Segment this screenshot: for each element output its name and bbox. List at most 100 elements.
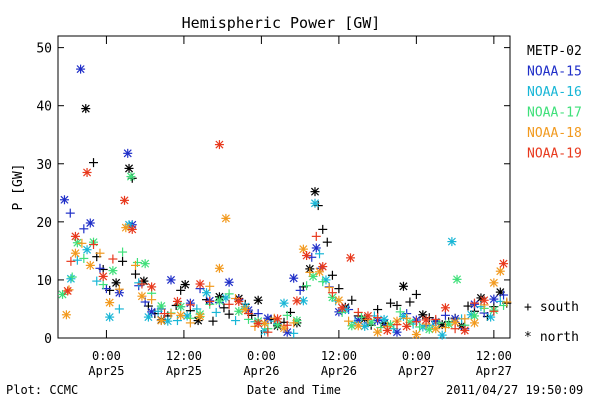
- data-point-noaa-17-south: [395, 307, 405, 317]
- data-point-noaa-19-north: [479, 295, 489, 305]
- data-point-noaa-17-north: [140, 259, 150, 269]
- data-point-noaa-19-north: [302, 251, 312, 261]
- marker-legend-label: north: [540, 330, 579, 345]
- data-point-noaa-18-south: [402, 313, 412, 323]
- data-point-noaa-18-south: [344, 316, 354, 326]
- data-point-noaa-16-north: [82, 245, 92, 255]
- legend-entry: NOAA-16: [527, 85, 582, 100]
- data-point-noaa-18-south: [147, 295, 157, 305]
- data-point-noaa-17-south: [302, 281, 312, 291]
- data-point-noaa-19-south: [185, 300, 195, 310]
- data-point-noaa-16-south: [72, 255, 82, 265]
- data-point-noaa-19-south: [160, 309, 170, 319]
- y-tick-label: 50: [36, 42, 52, 57]
- data-point-noaa-16-south: [315, 249, 325, 259]
- data-point-noaa-19-north: [499, 259, 509, 269]
- data-point-metp-02-south: [373, 305, 383, 315]
- data-point-noaa-15-north: [489, 294, 499, 304]
- x-tick-date-label: Apr26: [243, 364, 279, 378]
- data-point-noaa-18-north: [61, 310, 71, 320]
- y-tick-label: 10: [36, 274, 52, 289]
- data-point-noaa-17-south: [67, 272, 77, 282]
- data-point-noaa-18-north: [495, 266, 505, 276]
- data-point-noaa-16-south: [172, 316, 182, 326]
- data-point-noaa-18-south: [502, 297, 512, 307]
- x-tick-time-label: 12:00: [321, 349, 357, 363]
- data-point-noaa-16-north: [310, 198, 320, 208]
- data-point-metp-02-south: [118, 256, 128, 266]
- data-point-noaa-18-south: [185, 318, 195, 328]
- data-point-noaa-18-south: [440, 323, 450, 333]
- data-point-noaa-17-north: [108, 266, 118, 276]
- data-point-noaa-15-north: [123, 148, 133, 158]
- data-point-noaa-19-north: [253, 318, 263, 328]
- data-point-noaa-17-south: [356, 312, 366, 322]
- data-point-noaa-15-north: [289, 273, 299, 283]
- data-point-noaa-17-north: [214, 296, 224, 306]
- chart-title: Hemispheric Power [GW]: [182, 14, 381, 32]
- data-point-noaa-19-north: [318, 262, 328, 272]
- data-point-noaa-18-south: [460, 314, 470, 324]
- x-axis: 0:00Apr2512:00Apr250:00Apr2612:00Apr260:…: [88, 36, 512, 378]
- x-tick-date-label: Apr27: [398, 364, 434, 378]
- data-point-noaa-19-south: [353, 307, 363, 317]
- data-point-noaa-18-north: [489, 278, 499, 288]
- legend-entry: NOAA-18: [527, 126, 582, 141]
- y-tick-label: 0: [44, 332, 52, 347]
- data-point-noaa-17-north: [444, 319, 454, 329]
- x-tick-time-label: 12:00: [476, 349, 512, 363]
- data-point-metp-02-north: [111, 278, 121, 288]
- data-point-metp-02-north: [180, 280, 190, 290]
- data-point-noaa-17-south: [224, 289, 234, 299]
- data-point-noaa-18-north: [260, 318, 270, 328]
- data-point-noaa-19-north: [63, 286, 73, 296]
- chart-legend: METP-02 NOAA-15 NOAA-16 NOAA-17 NOAA-18 NOAA-…: [527, 44, 582, 162]
- data-point-noaa-18-south: [130, 260, 140, 270]
- data-point-noaa-17-north: [452, 274, 462, 284]
- data-point-noaa-19-north: [214, 140, 224, 150]
- marker-legend-symbol: *: [524, 330, 532, 345]
- footer-credit: Plot: CCMC: [6, 383, 78, 397]
- x-tick-time-label: 0:00: [92, 349, 121, 363]
- data-point-noaa-19-south: [392, 320, 402, 330]
- data-point-noaa-19-south: [431, 314, 441, 324]
- data-point-noaa-19-north: [234, 296, 244, 306]
- marker-legend: + south * north: [524, 300, 579, 345]
- data-point-noaa-15-south: [253, 309, 263, 319]
- data-point-noaa-19-south: [243, 309, 253, 319]
- data-point-noaa-19-south: [373, 313, 383, 323]
- data-point-noaa-15-north: [76, 64, 86, 74]
- marker-legend-entry: + south: [524, 300, 579, 315]
- data-point-noaa-16-north: [202, 288, 212, 298]
- data-point-noaa-16-south: [153, 306, 163, 316]
- data-point-noaa-16-south: [114, 304, 124, 314]
- data-point-noaa-18-south: [114, 284, 124, 294]
- data-point-noaa-18-north: [137, 291, 147, 301]
- data-point-metp-02-south: [327, 270, 337, 280]
- data-point-noaa-19-south: [89, 239, 99, 249]
- data-point-noaa-17-north: [126, 172, 136, 182]
- data-point-noaa-19-south: [205, 296, 215, 306]
- data-point-noaa-19-south: [327, 288, 337, 298]
- data-point-noaa-15-north: [85, 218, 95, 228]
- marker-legend-entry: * north: [524, 330, 579, 345]
- data-point-noaa-19-north: [273, 314, 283, 324]
- data-point-noaa-15-south: [79, 224, 89, 234]
- data-point-noaa-16-north: [279, 298, 289, 308]
- data-point-noaa-19-north: [195, 279, 205, 289]
- data-point-noaa-19-north: [460, 325, 470, 335]
- data-point-metp-02-south: [463, 301, 473, 311]
- data-point-noaa-15-north: [311, 243, 321, 253]
- data-point-noaa-17-south: [118, 247, 128, 257]
- data-point-metp-02-south: [208, 316, 218, 326]
- data-point-noaa-19-north: [346, 253, 356, 263]
- data-point-noaa-16-north: [437, 330, 447, 340]
- data-point-noaa-15-south: [95, 263, 105, 273]
- data-point-noaa-18-south: [77, 238, 87, 248]
- data-point-metp-02-south: [89, 158, 99, 168]
- data-point-noaa-19-north: [292, 296, 302, 306]
- data-point-noaa-18-north: [221, 213, 231, 223]
- data-point-noaa-18-south: [324, 282, 334, 292]
- data-point-noaa-15-north: [224, 277, 234, 287]
- data-point-noaa-19-north: [402, 321, 412, 331]
